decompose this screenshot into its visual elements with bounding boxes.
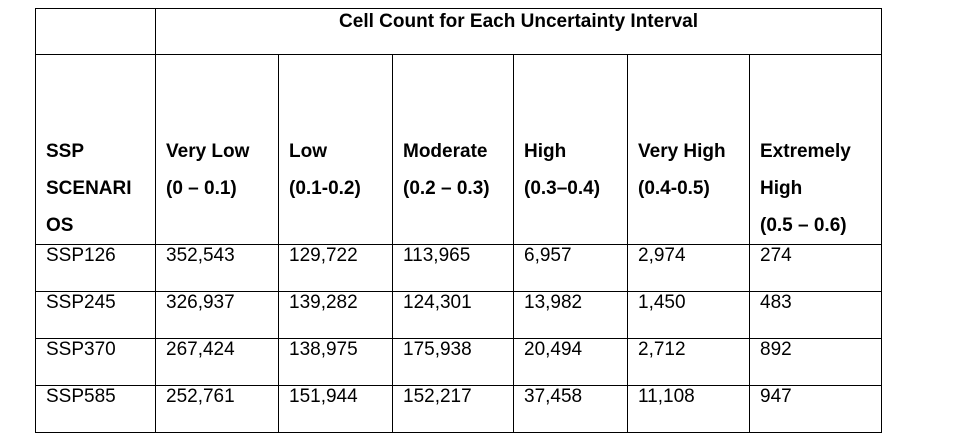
column-header-extremely-high: Extremely High (0.5 – 0.6)	[748, 54, 883, 245]
column-header-row: SSP SCENARI OS Very Low (0 – 0.1) Low (0…	[35, 54, 883, 245]
column-header-very-low: Very Low (0 – 0.1)	[155, 54, 279, 245]
table-row: SSP126 352,543 129,722 113,965 6,957 2,9…	[35, 244, 883, 292]
scenario-header-line: OS	[46, 215, 74, 236]
group-header-row: Cell Count for Each Uncertainty Interval	[35, 8, 883, 55]
value-cell: 175,938	[392, 338, 514, 386]
uncertainty-cell-count-table: Cell Count for Each Uncertainty Interval…	[35, 8, 883, 433]
value-cell: 326,937	[155, 291, 279, 339]
column-header-line: (0.3–0.4)	[524, 178, 601, 199]
value-cell: 274	[748, 244, 883, 292]
scenario-column-header: SSP SCENARI OS	[35, 54, 156, 245]
value-cell: 37,458	[513, 385, 628, 433]
column-header-line: High	[760, 178, 803, 199]
value-cell: 352,543	[155, 244, 279, 292]
scenario-cell: SSP585	[35, 385, 156, 433]
table-row: SSP585 252,761 151,944 152,217 37,458 11…	[35, 385, 883, 433]
value-cell: 124,301	[392, 291, 514, 339]
value-cell: 151,944	[278, 385, 393, 433]
value-cell: 20,494	[513, 338, 628, 386]
column-header-line: (0.1-0.2)	[289, 178, 361, 199]
table-row: SSP370 267,424 138,975 175,938 20,494 2,…	[35, 338, 883, 386]
column-header-line: (0.2 – 0.3)	[403, 178, 490, 199]
scenario-cell: SSP126	[35, 244, 156, 292]
column-header-moderate: Moderate (0.2 – 0.3)	[392, 54, 514, 245]
column-header-high: High (0.3–0.4)	[513, 54, 628, 245]
value-cell: 113,965	[392, 244, 514, 292]
value-cell: 1,450	[627, 291, 750, 339]
value-cell: 11,108	[627, 385, 750, 433]
value-cell: 13,982	[513, 291, 628, 339]
column-header-line: (0 – 0.1)	[166, 178, 237, 199]
column-header-line: Moderate	[403, 141, 488, 162]
column-header-line: (0.5 – 0.6)	[760, 215, 847, 236]
value-cell: 2,712	[627, 338, 750, 386]
scenario-cell: SSP245	[35, 291, 156, 339]
scenario-header-line: SCENARI	[46, 178, 132, 199]
value-cell: 947	[748, 385, 883, 433]
value-cell: 2,974	[627, 244, 750, 292]
column-header-line: Low	[289, 141, 327, 162]
value-cell: 6,957	[513, 244, 628, 292]
value-cell: 252,761	[155, 385, 279, 433]
value-cell: 483	[748, 291, 883, 339]
column-header-low: Low (0.1-0.2)	[278, 54, 393, 245]
column-header-line: (0.4-0.5)	[638, 178, 710, 199]
group-title: Cell Count for Each Uncertainty Interval	[154, 8, 883, 55]
column-header-very-high: Very High (0.4-0.5)	[627, 54, 750, 245]
value-cell: 139,282	[278, 291, 393, 339]
column-header-line: Extremely	[760, 141, 851, 162]
value-cell: 129,722	[278, 244, 393, 292]
value-cell: 267,424	[155, 338, 279, 386]
column-header-line: Very Low	[166, 141, 250, 162]
value-cell: 138,975	[278, 338, 393, 386]
value-cell: 892	[748, 338, 883, 386]
column-header-line: High	[524, 141, 567, 162]
scenario-header-line: SSP	[46, 141, 85, 162]
value-cell: 152,217	[392, 385, 514, 433]
table-row: SSP245 326,937 139,282 124,301 13,982 1,…	[35, 291, 883, 339]
column-header-line: Very High	[638, 141, 726, 162]
scenario-cell: SSP370	[35, 338, 156, 386]
empty-corner-cell	[35, 8, 156, 55]
